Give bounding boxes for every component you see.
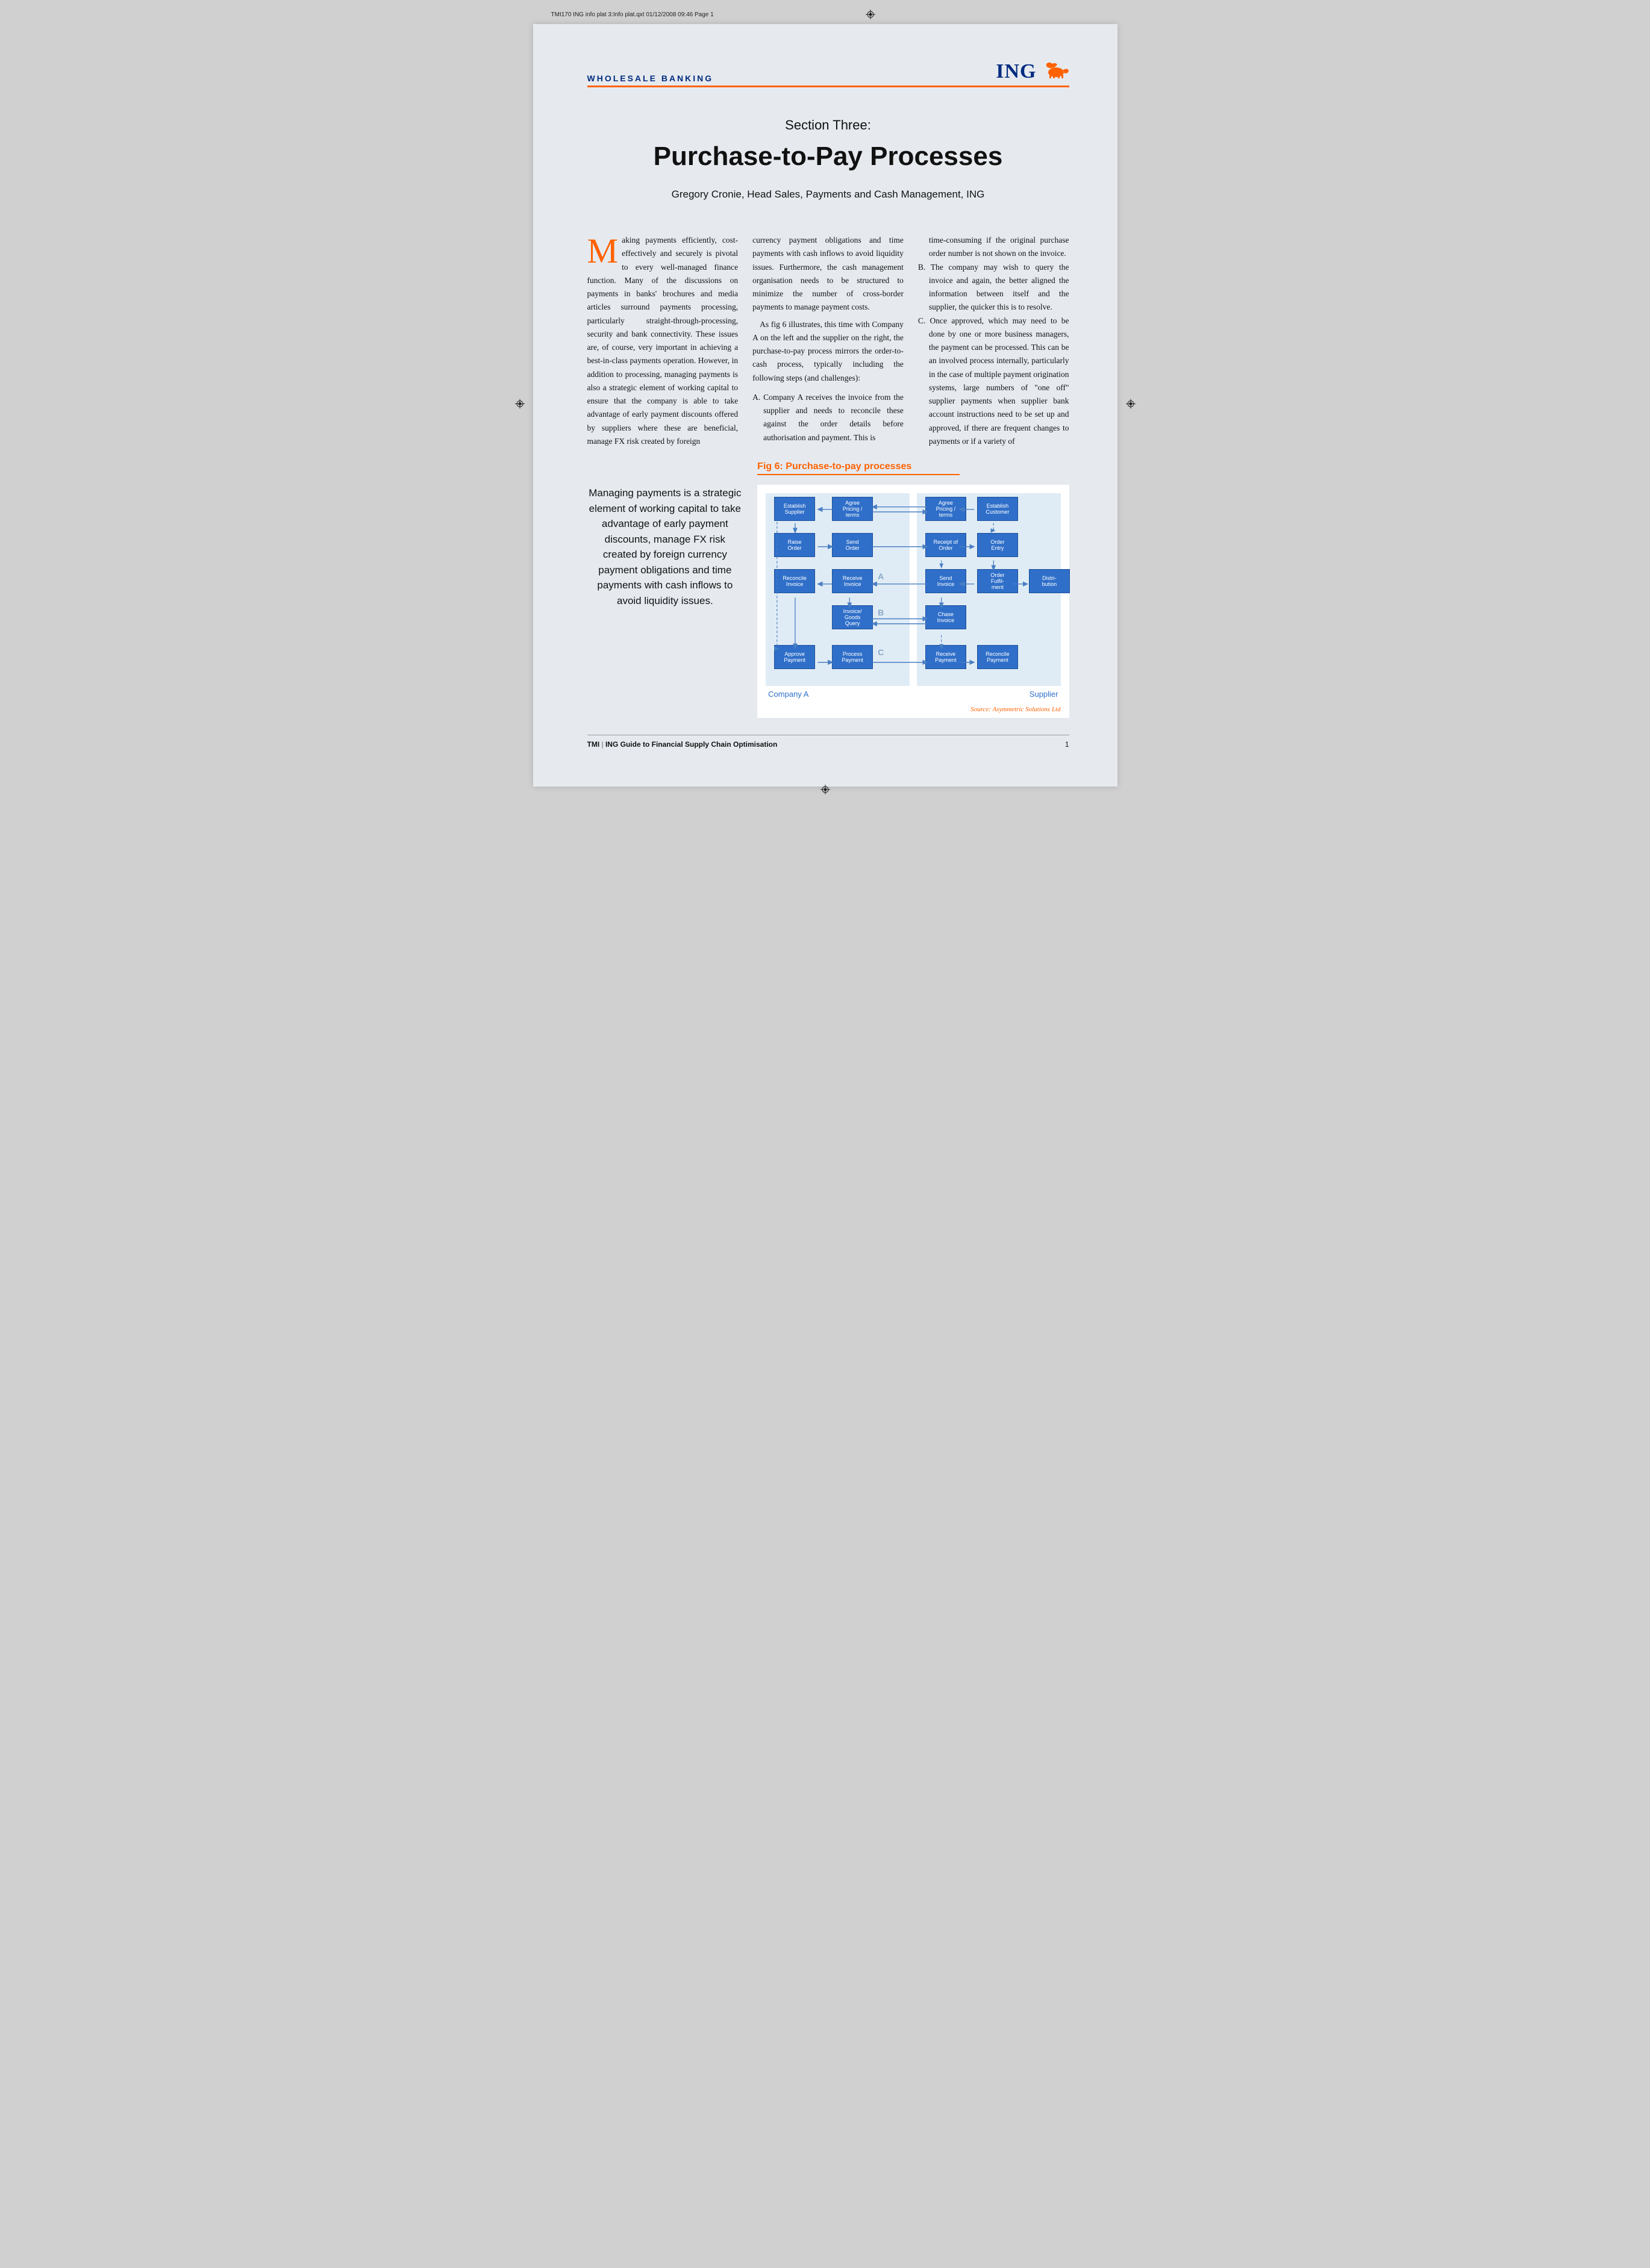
- node-agree-pricing-r: AgreePricing /terms: [925, 497, 966, 521]
- node-approve-payment: ApprovePayment: [774, 645, 815, 669]
- footer-rest: ING Guide to Financial Supply Chain Opti…: [605, 740, 777, 749]
- page-title: Purchase-to-Pay Processes: [587, 142, 1069, 172]
- node-establish-customer: EstablishCustomer: [977, 497, 1018, 521]
- node-receive-payment: ReceivePayment: [925, 645, 966, 669]
- para-c3b: B. The company may wish to query the inv…: [918, 261, 1069, 314]
- figure-right-panel: AgreePricing /terms EstablishCustomer Re…: [917, 493, 1061, 686]
- node-reconcile-invoice: ReconcileInvoice: [774, 569, 815, 593]
- registration-mark-left: [515, 399, 525, 412]
- lion-icon: [1042, 61, 1069, 83]
- figure-label-left: Company A: [768, 690, 808, 699]
- figure-grid: EstablishSupplier AgreePricing /terms Ra…: [766, 493, 1060, 686]
- byline: Gregory Cronie, Head Sales, Payments and…: [587, 188, 1069, 201]
- footer-pagenum: 1: [1065, 740, 1069, 749]
- brand: ING: [996, 60, 1069, 83]
- print-header-text: TMI170 ING info plat 3:Info plat.qxt 01/…: [551, 11, 714, 18]
- lower-section: Managing payments is a strategic element…: [587, 461, 1069, 718]
- para-c1: Making payments efficiently, cost-effect…: [587, 234, 739, 448]
- figure-canvas: EstablishSupplier AgreePricing /terms Ra…: [757, 485, 1069, 718]
- pretitle: Section Three:: [587, 117, 1069, 133]
- registration-mark-top: [866, 10, 875, 19]
- figure-labels: Company A Supplier: [766, 690, 1060, 699]
- registration-mark-right: [1126, 399, 1136, 412]
- marker-a: A: [878, 572, 884, 581]
- node-order-fulfilment: OrderFulfil-ment: [977, 569, 1018, 593]
- footer-tmi: TMI: [587, 740, 600, 749]
- column-3: time-consuming if the original purchase …: [918, 234, 1069, 448]
- node-invoice-goods-query: Invoice/GoodsQuery: [832, 605, 873, 629]
- header-row: WHOLESALE BANKING ING: [587, 60, 1069, 83]
- figure-source: Source: Asymmetric Solutions Ltd: [766, 706, 1060, 713]
- footer-left: TMI | ING Guide to Financial Supply Chai…: [587, 740, 778, 749]
- pullquote: Managing payments is a strategic element…: [587, 485, 743, 608]
- node-send-invoice: SendInvoice: [925, 569, 966, 593]
- figure-label-right: Supplier: [1030, 690, 1058, 699]
- node-establish-supplier: EstablishSupplier: [774, 497, 815, 521]
- footer-sep: |: [599, 740, 605, 749]
- node-raise-order: RaiseOrder: [774, 533, 815, 557]
- node-reconcile-payment: ReconcilePayment: [977, 645, 1018, 669]
- para-c3c: C. Once approved, which may need to be d…: [918, 314, 1069, 449]
- footer-row: TMI | ING Guide to Financial Supply Chai…: [587, 740, 1069, 749]
- column-1: Making payments efficiently, cost-effect…: [587, 234, 739, 448]
- para-c2c: A. Company A receives the invoice from t…: [752, 391, 904, 444]
- node-distribution: Distri-bution: [1029, 569, 1070, 593]
- header-rule: [587, 86, 1069, 87]
- figure-block: Fig 6: Purchase-to-pay processes Establi…: [757, 461, 1069, 718]
- dropcap: M: [587, 234, 622, 266]
- para-c2a: currency payment obligations and time pa…: [752, 234, 904, 314]
- page: TMI170 ING info plat 3:Info plat.qxt 01/…: [533, 24, 1117, 787]
- node-agree-pricing-l: AgreePricing /terms: [832, 497, 873, 521]
- node-receipt-of-order: Receipt ofOrder: [925, 533, 966, 557]
- body-columns: Making payments efficiently, cost-effect…: [587, 234, 1069, 448]
- node-receive-invoice: ReceiveInvoice: [832, 569, 873, 593]
- column-2: currency payment obligations and time pa…: [752, 234, 904, 448]
- node-order-entry: OrderEntry: [977, 533, 1018, 557]
- section-label: WHOLESALE BANKING: [587, 73, 714, 83]
- node-process-payment: ProcessPayment: [832, 645, 873, 669]
- content-area: WHOLESALE BANKING ING: [533, 24, 1117, 767]
- marker-b: B: [878, 608, 884, 617]
- marker-c: C: [878, 647, 884, 657]
- para-c3a: time-consuming if the original purchase …: [918, 234, 1069, 261]
- node-chase-invoice: ChaseInvoice: [925, 605, 966, 629]
- figure-title: Fig 6: Purchase-to-pay processes: [757, 461, 960, 475]
- para-c2b: As fig 6 illustrates, this time with Com…: [752, 318, 904, 385]
- figure-left-panel: EstablishSupplier AgreePricing /terms Ra…: [766, 493, 910, 686]
- print-header-bar: TMI170 ING info plat 3:Info plat.qxt 01/…: [533, 10, 1117, 19]
- node-send-order: SendOrder: [832, 533, 873, 557]
- pullquote-wrap: Managing payments is a strategic element…: [587, 461, 743, 608]
- registration-mark-bottom: [533, 785, 1117, 797]
- brand-name: ING: [996, 60, 1036, 83]
